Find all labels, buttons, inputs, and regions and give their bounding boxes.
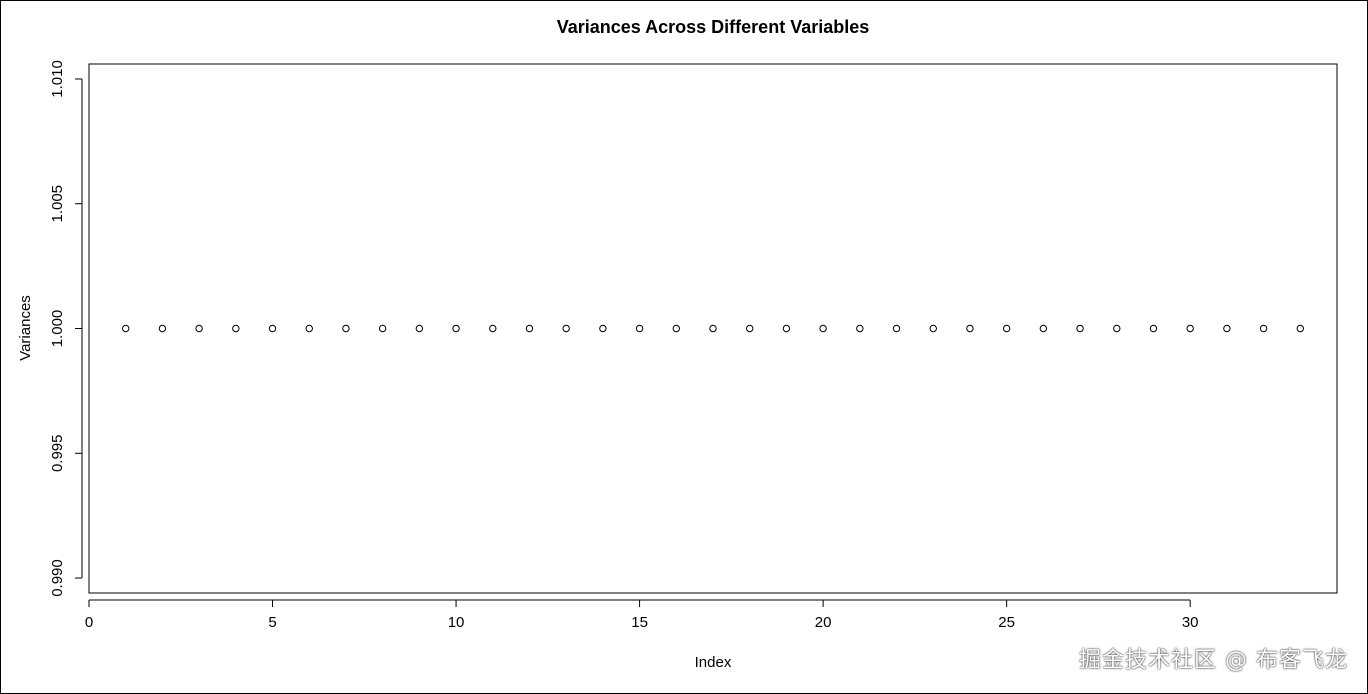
data-point — [599, 324, 607, 333]
data-point — [122, 324, 130, 333]
data-point — [746, 324, 754, 333]
x-tick-label: 25 — [998, 614, 1015, 631]
data-point — [966, 324, 974, 333]
data-point — [562, 324, 570, 333]
y-tick-label: 0.990 — [49, 559, 66, 597]
data-point — [782, 324, 791, 333]
x-tick-label: 15 — [631, 614, 648, 631]
data-point — [268, 324, 277, 333]
x-tick-label: 10 — [448, 614, 465, 631]
data-point — [1039, 324, 1048, 333]
data-point — [1076, 324, 1084, 333]
data-point — [635, 324, 644, 333]
data-point — [1259, 324, 1268, 333]
data-point — [452, 324, 460, 333]
data-point — [489, 324, 497, 333]
data-point — [1223, 324, 1231, 333]
y-tick-label: 1.000 — [49, 310, 66, 348]
data-point — [305, 324, 313, 333]
data-point — [892, 324, 901, 333]
data-point — [1113, 324, 1121, 333]
chart-title: Variances Across Different Variables — [557, 17, 870, 37]
data-point — [378, 324, 387, 333]
x-tick-label: 30 — [1182, 614, 1199, 631]
data-point — [158, 324, 167, 333]
data-point — [1149, 324, 1158, 333]
data-point — [232, 324, 240, 333]
data-point — [819, 324, 827, 333]
y-axis: 0.990 0.995 1.000 1.005 1.010 — [49, 60, 83, 597]
data-point — [929, 324, 937, 333]
y-tick-label: 0.995 — [49, 434, 66, 472]
y-tick-label: 1.005 — [49, 185, 66, 223]
data-point — [709, 324, 717, 333]
y-axis-label: Variances — [17, 295, 34, 361]
plot-area — [88, 63, 1338, 594]
data-point — [856, 324, 864, 333]
x-tick-label: 20 — [815, 614, 832, 631]
data-points — [122, 324, 1304, 333]
y-tick-label: 1.010 — [49, 60, 66, 98]
data-point — [525, 324, 534, 333]
data-point — [195, 324, 203, 333]
data-point — [1002, 324, 1011, 333]
data-point — [415, 324, 424, 333]
data-point — [342, 324, 350, 333]
x-axis: 0 5 10 15 20 25 30 — [85, 599, 1199, 631]
x-tick-label: 5 — [268, 614, 276, 631]
data-point — [1186, 324, 1194, 333]
data-point — [1296, 324, 1304, 333]
x-axis-label: Index — [695, 654, 732, 671]
watermark: 掘金技术社区 @ 布客飞龙 — [1079, 648, 1348, 673]
x-tick-label: 0 — [85, 614, 93, 631]
data-point — [672, 324, 680, 333]
